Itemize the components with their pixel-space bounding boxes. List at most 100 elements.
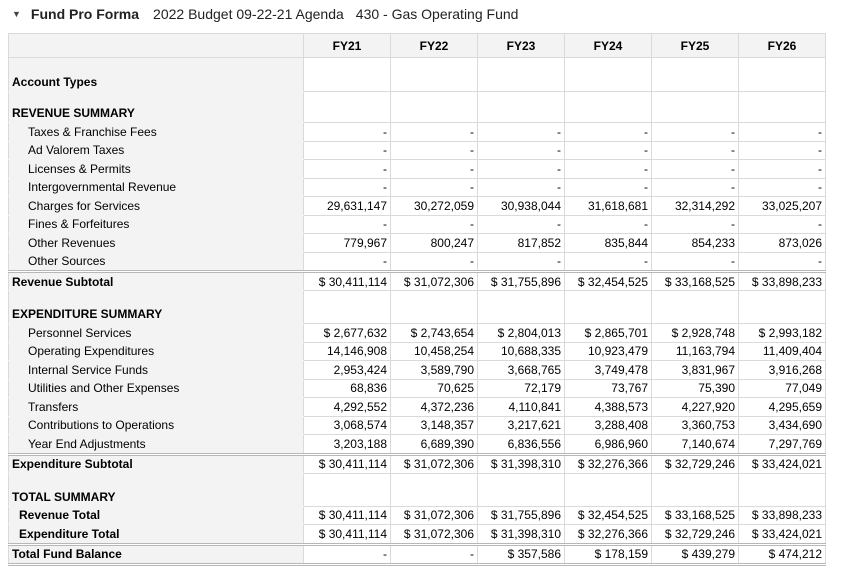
- cell-fy24[interactable]: 3,288,408: [564, 415, 652, 435]
- collapse-caret-icon[interactable]: ▼: [12, 9, 21, 19]
- cell-fy22[interactable]: $ 2,743,654: [390, 323, 478, 343]
- cell-fy24[interactable]: -: [564, 159, 652, 179]
- cell-fy23[interactable]: 30,938,044: [477, 196, 565, 216]
- cell-fy21[interactable]: -: [303, 140, 391, 160]
- cell-fy22[interactable]: 800,247: [390, 233, 478, 253]
- cell-fy21[interactable]: 29,631,147: [303, 196, 391, 216]
- cell-fy23[interactable]: [477, 290, 565, 324]
- cell-fy21[interactable]: 779,967: [303, 233, 391, 253]
- cell-fy25[interactable]: $ 32,729,246: [651, 524, 739, 545]
- cell-fy21[interactable]: $ 2,677,632: [303, 323, 391, 343]
- cell-fy26[interactable]: [738, 472, 826, 507]
- cell-fy25[interactable]: -: [651, 122, 739, 142]
- cell-fy23[interactable]: 10,688,335: [477, 341, 565, 361]
- cell-fy22[interactable]: -: [390, 214, 478, 234]
- cell-fy25[interactable]: 3,360,753: [651, 415, 739, 435]
- cell-fy23[interactable]: 3,668,765: [477, 360, 565, 380]
- cell-fy24[interactable]: -: [564, 251, 652, 272]
- cell-fy25[interactable]: -: [651, 251, 739, 272]
- cell-fy23[interactable]: 3,217,621: [477, 415, 565, 435]
- cell-fy21[interactable]: $ 30,411,114: [303, 505, 391, 525]
- cell-fy26[interactable]: 11,409,404: [738, 341, 826, 361]
- cell-fy26[interactable]: $ 33,898,233: [738, 270, 826, 291]
- cell-fy26[interactable]: 3,916,268: [738, 360, 826, 380]
- cell-fy21[interactable]: 3,068,574: [303, 415, 391, 435]
- cell-fy24[interactable]: 835,844: [564, 233, 652, 253]
- cell-fy21[interactable]: -: [303, 159, 391, 179]
- cell-fy24[interactable]: -: [564, 177, 652, 197]
- cell-fy22[interactable]: 3,589,790: [390, 360, 478, 380]
- cell-fy24[interactable]: $ 2,865,701: [564, 323, 652, 343]
- cell-fy25[interactable]: $ 33,168,525: [651, 505, 739, 525]
- cell-fy24[interactable]: -: [564, 140, 652, 160]
- cell-fy23[interactable]: -: [477, 159, 565, 179]
- cell-fy23[interactable]: 6,836,556: [477, 434, 565, 455]
- cell-fy25[interactable]: $ 32,729,246: [651, 452, 739, 474]
- cell-fy21[interactable]: [303, 57, 391, 92]
- cell-fy26[interactable]: 7,297,769: [738, 434, 826, 455]
- cell-fy23[interactable]: 72,179: [477, 378, 565, 398]
- cell-fy25[interactable]: 7,140,674: [651, 434, 739, 455]
- cell-fy22[interactable]: [390, 290, 478, 324]
- cell-fy26[interactable]: $ 474,212: [738, 542, 826, 566]
- cell-fy21[interactable]: -: [303, 214, 391, 234]
- cell-fy21[interactable]: -: [303, 251, 391, 272]
- cell-fy23[interactable]: 817,852: [477, 233, 565, 253]
- cell-fy26[interactable]: $ 2,993,182: [738, 323, 826, 343]
- cell-fy21[interactable]: $ 30,411,114: [303, 524, 391, 545]
- cell-fy22[interactable]: 10,458,254: [390, 341, 478, 361]
- cell-fy24[interactable]: [564, 472, 652, 507]
- cell-fy22[interactable]: -: [390, 542, 478, 566]
- cell-fy23[interactable]: $ 31,755,896: [477, 270, 565, 291]
- cell-fy24[interactable]: [564, 91, 652, 123]
- cell-fy24[interactable]: [564, 290, 652, 324]
- cell-fy22[interactable]: 30,272,059: [390, 196, 478, 216]
- cell-fy26[interactable]: $ 33,424,021: [738, 452, 826, 474]
- cell-fy22[interactable]: $ 31,072,306: [390, 524, 478, 545]
- cell-fy25[interactable]: 75,390: [651, 378, 739, 398]
- cell-fy24[interactable]: -: [564, 214, 652, 234]
- cell-fy24[interactable]: $ 32,454,525: [564, 505, 652, 525]
- cell-fy25[interactable]: [651, 91, 739, 123]
- cell-fy23[interactable]: -: [477, 140, 565, 160]
- cell-fy21[interactable]: [303, 472, 391, 507]
- cell-fy25[interactable]: [651, 290, 739, 324]
- cell-fy22[interactable]: 3,148,357: [390, 415, 478, 435]
- cell-fy23[interactable]: $ 2,804,013: [477, 323, 565, 343]
- cell-fy21[interactable]: $ 30,411,114: [303, 452, 391, 474]
- cell-fy25[interactable]: -: [651, 159, 739, 179]
- cell-fy25[interactable]: -: [651, 177, 739, 197]
- cell-fy26[interactable]: [738, 290, 826, 324]
- cell-fy22[interactable]: [390, 91, 478, 123]
- cell-fy26[interactable]: -: [738, 159, 826, 179]
- cell-fy21[interactable]: 2,953,424: [303, 360, 391, 380]
- cell-fy22[interactable]: -: [390, 177, 478, 197]
- cell-fy24[interactable]: $ 32,454,525: [564, 270, 652, 291]
- cell-fy22[interactable]: 70,625: [390, 378, 478, 398]
- cell-fy24[interactable]: 10,923,479: [564, 341, 652, 361]
- cell-fy25[interactable]: [651, 57, 739, 92]
- cell-fy25[interactable]: -: [651, 140, 739, 160]
- cell-fy22[interactable]: $ 31,072,306: [390, 270, 478, 291]
- cell-fy23[interactable]: -: [477, 177, 565, 197]
- cell-fy22[interactable]: -: [390, 140, 478, 160]
- cell-fy26[interactable]: -: [738, 177, 826, 197]
- cell-fy23[interactable]: [477, 57, 565, 92]
- cell-fy26[interactable]: -: [738, 122, 826, 142]
- cell-fy25[interactable]: 32,314,292: [651, 196, 739, 216]
- cell-fy23[interactable]: [477, 91, 565, 123]
- cell-fy22[interactable]: [390, 472, 478, 507]
- cell-fy22[interactable]: -: [390, 251, 478, 272]
- cell-fy23[interactable]: -: [477, 214, 565, 234]
- cell-fy25[interactable]: $ 2,928,748: [651, 323, 739, 343]
- cell-fy25[interactable]: 3,831,967: [651, 360, 739, 380]
- cell-fy25[interactable]: 4,227,920: [651, 397, 739, 417]
- cell-fy21[interactable]: -: [303, 122, 391, 142]
- cell-fy24[interactable]: $ 32,276,366: [564, 452, 652, 474]
- cell-fy24[interactable]: $ 32,276,366: [564, 524, 652, 545]
- cell-fy21[interactable]: $ 30,411,114: [303, 270, 391, 291]
- cell-fy23[interactable]: $ 31,398,310: [477, 524, 565, 545]
- cell-fy21[interactable]: 14,146,908: [303, 341, 391, 361]
- cell-fy26[interactable]: -: [738, 140, 826, 160]
- cell-fy22[interactable]: [390, 57, 478, 92]
